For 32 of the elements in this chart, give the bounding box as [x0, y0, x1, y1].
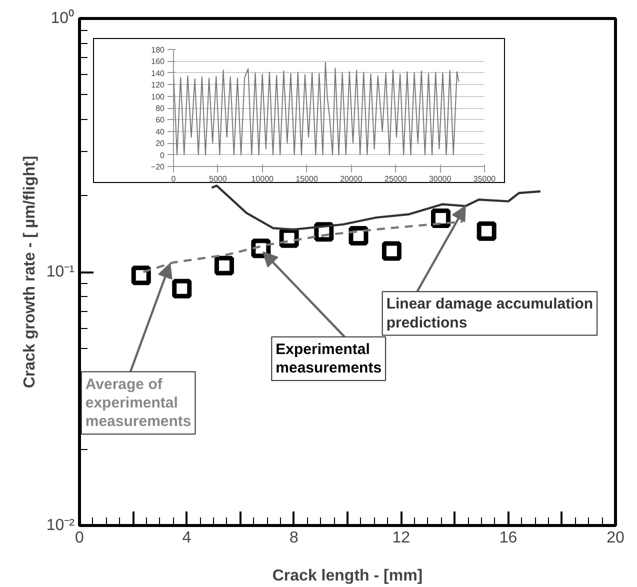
- annotation: Linear damage accumulation predictions: [386, 296, 594, 332]
- y-tick-label: −20: [150, 162, 166, 172]
- x-tick-label: 20: [606, 530, 624, 546]
- y-tick-label: 40: [156, 127, 166, 136]
- x-tick-label: 15000: [296, 174, 318, 184]
- x-tick-label: 12: [392, 530, 410, 546]
- y-tick-label: 80: [156, 104, 166, 113]
- y-tick-label: 60: [156, 116, 166, 125]
- x-tick-label: 35000: [473, 174, 496, 184]
- x-tick-label: 30000: [428, 174, 452, 184]
- annotation: Experimental measurements: [276, 340, 382, 377]
- y-tick-label: 0: [160, 150, 166, 160]
- x-axis-title: Crack length - [mm]: [272, 568, 423, 584]
- x-tick-label: 0: [171, 174, 176, 184]
- x-tick-label: 16: [499, 530, 518, 546]
- x-tick-label: 4: [182, 530, 192, 546]
- y-tick-label: 100: [151, 92, 166, 102]
- x-tick-label: 25000: [384, 174, 408, 184]
- y-tick-label: 120: [151, 80, 166, 90]
- y-tick-label: 20: [156, 139, 166, 148]
- y-tick-label: 140: [151, 68, 166, 78]
- x-tick-label: 8: [289, 530, 298, 546]
- y-tick-label: 160: [151, 57, 166, 66]
- y-axis-title: Crack growth rate - [ µm/flight]: [21, 156, 38, 388]
- y-tick-label: 10⁻²: [46, 517, 76, 534]
- y-tick-label: 10⁻¹: [46, 264, 74, 280]
- y-tick-label: 10⁰: [50, 9, 74, 27]
- y-tick-label: 180: [151, 46, 166, 54]
- x-tick-label: 10000: [251, 174, 274, 184]
- x-tick-label: 20000: [340, 174, 363, 184]
- annotation: Average of experimental measurements: [85, 376, 192, 430]
- x-tick-label: 5000: [209, 174, 228, 184]
